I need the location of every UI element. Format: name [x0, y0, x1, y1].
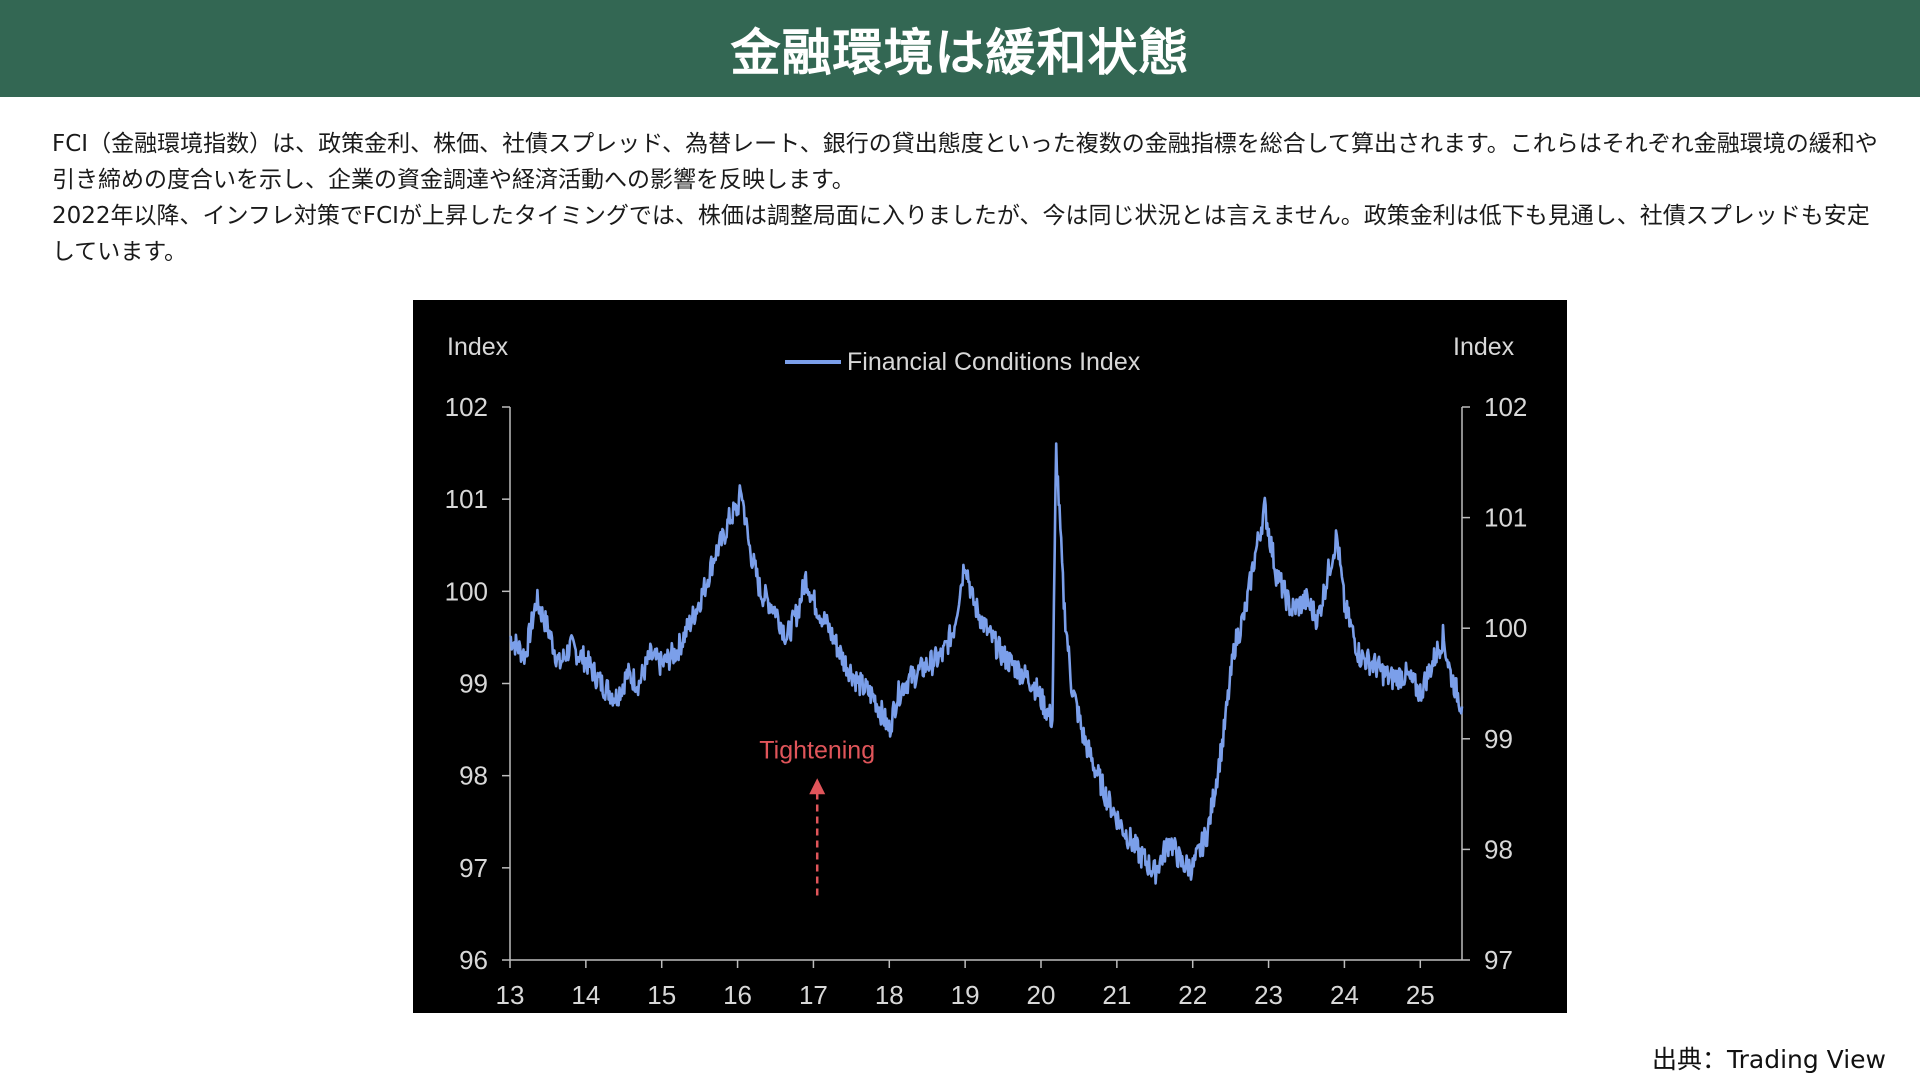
y-right-tick-label: 102 [1484, 392, 1527, 422]
y-right-tick-label: 100 [1484, 613, 1527, 643]
source-credit: 出典：Trading View [1652, 1045, 1886, 1074]
fci-chart-svg: 102 101 100 99 98 97 96 102 101 100 99 98 97 13 14 15 16… [445, 333, 1528, 1010]
y-right-tick-label: 99 [1484, 724, 1513, 754]
x-tick-label: 14 [571, 980, 600, 1010]
y-left-tick-label: 102 [445, 392, 488, 422]
y-right-axis-label: Index [1453, 333, 1515, 361]
fci-series-line [509, 442, 1464, 885]
page-header: 金融環境は緩和状態 [0, 0, 1920, 97]
y-right-tick-label: 101 [1484, 503, 1527, 533]
x-tick-label: 15 [647, 980, 676, 1010]
x-tick-label: 20 [1027, 980, 1056, 1010]
y-left-tick-label: 98 [459, 761, 488, 791]
y-left-axis-label: Index [447, 333, 509, 361]
x-tick-label: 24 [1330, 980, 1359, 1010]
y-left-tick-label: 100 [445, 576, 488, 606]
page-title: 金融環境は緩和状態 [730, 23, 1190, 82]
tightening-annotation: Tightening [759, 736, 875, 764]
x-tick-label: 23 [1254, 980, 1283, 1010]
y-left-tick-label: 97 [459, 853, 488, 883]
x-tick-label: 21 [1102, 980, 1131, 1010]
description-text: FCI（金融環境指数）は、政策金利、株価、社債スプレッド、為替レート、銀行の貸出… [52, 126, 1882, 270]
y-right-tick-label: 98 [1484, 834, 1513, 864]
y-left-tick-label: 101 [445, 484, 488, 514]
x-tick-label: 22 [1178, 980, 1207, 1010]
x-tick-label: 16 [723, 980, 752, 1010]
x-tick-label: 17 [799, 980, 828, 1010]
y-left-tick-label: 99 [459, 669, 488, 699]
y-left-tick-label: 96 [459, 945, 488, 975]
legend-label: Financial Conditions Index [847, 348, 1141, 376]
description-paragraph-1: FCI（金融環境指数）は、政策金利、株価、社債スプレッド、為替レート、銀行の貸出… [52, 131, 1878, 193]
x-tick-label: 25 [1406, 980, 1435, 1010]
x-tick-label: 18 [875, 980, 904, 1010]
x-tick-label: 19 [951, 980, 980, 1010]
fci-chart: 102 101 100 99 98 97 96 102 101 100 99 98 97 13 14 15 16… [413, 300, 1567, 1013]
y-right-tick-label: 97 [1484, 945, 1513, 975]
x-tick-label: 13 [496, 980, 525, 1010]
description-paragraph-2: 2022年以降、インフレ対策でFCIが上昇したタイミングでは、株価は調整局面に入… [52, 203, 1870, 265]
tightening-arrow-head [809, 778, 826, 795]
